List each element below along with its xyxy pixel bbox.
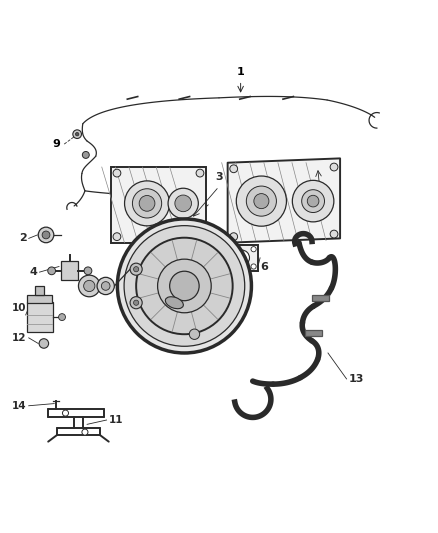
Circle shape bbox=[84, 280, 95, 292]
Circle shape bbox=[82, 151, 89, 158]
Circle shape bbox=[132, 189, 162, 218]
Circle shape bbox=[330, 230, 338, 238]
Circle shape bbox=[84, 267, 92, 274]
Circle shape bbox=[227, 264, 233, 269]
Circle shape bbox=[82, 429, 88, 435]
Bar bbox=[35, 286, 44, 295]
Bar bbox=[28, 295, 52, 303]
Text: 13: 13 bbox=[349, 374, 364, 384]
Bar bbox=[111, 167, 206, 243]
Circle shape bbox=[307, 195, 319, 207]
Circle shape bbox=[196, 169, 204, 177]
Circle shape bbox=[251, 264, 256, 269]
Circle shape bbox=[39, 338, 49, 348]
Circle shape bbox=[78, 275, 100, 297]
Circle shape bbox=[38, 227, 54, 243]
Circle shape bbox=[124, 225, 245, 346]
Text: 4: 4 bbox=[29, 267, 37, 277]
Circle shape bbox=[246, 186, 276, 216]
Circle shape bbox=[48, 267, 56, 274]
Bar bbox=[27, 302, 53, 332]
Circle shape bbox=[330, 163, 338, 171]
Text: 2: 2 bbox=[19, 233, 27, 244]
Circle shape bbox=[251, 247, 256, 252]
Circle shape bbox=[175, 195, 191, 212]
Circle shape bbox=[42, 231, 50, 239]
Circle shape bbox=[196, 233, 204, 240]
Text: 9: 9 bbox=[52, 139, 60, 149]
Circle shape bbox=[63, 410, 68, 416]
Text: 11: 11 bbox=[109, 415, 123, 425]
Text: 12: 12 bbox=[12, 333, 27, 343]
Text: 3: 3 bbox=[215, 172, 223, 182]
Circle shape bbox=[134, 266, 139, 272]
Circle shape bbox=[97, 277, 114, 295]
Ellipse shape bbox=[165, 297, 184, 309]
Circle shape bbox=[254, 193, 269, 208]
Circle shape bbox=[230, 165, 237, 173]
Circle shape bbox=[158, 259, 211, 313]
Circle shape bbox=[168, 188, 198, 219]
Circle shape bbox=[139, 196, 155, 211]
Text: 14: 14 bbox=[12, 401, 27, 411]
Circle shape bbox=[189, 329, 200, 340]
Circle shape bbox=[113, 233, 121, 240]
Circle shape bbox=[236, 176, 286, 226]
Circle shape bbox=[136, 238, 233, 334]
Circle shape bbox=[101, 281, 110, 290]
Circle shape bbox=[292, 180, 334, 222]
Circle shape bbox=[134, 300, 139, 305]
Circle shape bbox=[170, 271, 199, 301]
Circle shape bbox=[117, 219, 251, 353]
Text: 6: 6 bbox=[260, 262, 268, 271]
Text: 10: 10 bbox=[12, 303, 27, 312]
Text: 5: 5 bbox=[92, 281, 99, 292]
Circle shape bbox=[59, 313, 66, 320]
Bar bbox=[312, 295, 329, 301]
Bar bbox=[226, 245, 258, 271]
Text: 1: 1 bbox=[237, 67, 244, 77]
Circle shape bbox=[73, 130, 81, 139]
Circle shape bbox=[113, 169, 121, 177]
Circle shape bbox=[124, 181, 170, 226]
Circle shape bbox=[227, 247, 233, 252]
Circle shape bbox=[130, 263, 142, 275]
Bar bbox=[305, 330, 322, 336]
Polygon shape bbox=[228, 158, 340, 243]
Circle shape bbox=[302, 190, 325, 213]
Circle shape bbox=[130, 297, 142, 309]
Circle shape bbox=[234, 250, 250, 265]
Text: 7: 7 bbox=[323, 205, 331, 215]
Bar bbox=[61, 261, 78, 280]
Circle shape bbox=[230, 233, 237, 240]
Circle shape bbox=[75, 132, 79, 136]
Text: 8: 8 bbox=[153, 240, 161, 250]
